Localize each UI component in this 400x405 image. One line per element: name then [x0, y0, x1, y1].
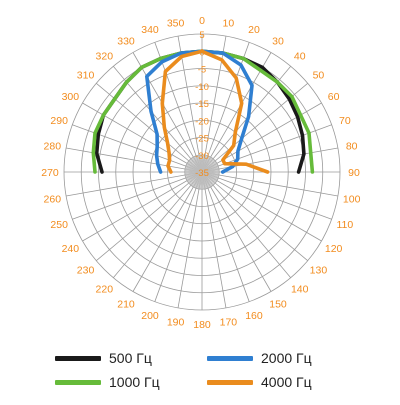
series-line	[160, 49, 270, 174]
angle-tick-label: 10	[223, 17, 235, 29]
angle-tick-label: 70	[339, 115, 351, 127]
angle-tick-label: 240	[62, 243, 80, 255]
angle-tick-label: 90	[348, 167, 360, 179]
angle-tick-label: 60	[328, 91, 340, 103]
angle-tick-label: 160	[245, 310, 263, 322]
grid-spoke	[201, 147, 338, 173]
angle-tick-label: 210	[117, 299, 135, 311]
angle-tick-label: 280	[44, 141, 62, 153]
grid-spoke	[201, 52, 272, 173]
angle-tick-label: 350	[167, 17, 185, 29]
angle-tick-label: 200	[141, 310, 159, 322]
angle-tick-label: 40	[294, 51, 306, 63]
angle-tick-label: 30	[272, 35, 284, 47]
angle-tick-label: 320	[96, 51, 114, 63]
angle-tick-label: 190	[167, 317, 185, 329]
radial-tick-label: -20	[195, 116, 209, 127]
angle-tick-label: 250	[50, 219, 68, 231]
grid-spoke	[72, 171, 203, 220]
radial-tick-label: -25	[195, 134, 209, 145]
grid-spoke	[201, 171, 308, 262]
grid-spoke	[177, 171, 203, 308]
angle-tick-label: 260	[44, 193, 62, 205]
grid-spoke	[96, 171, 203, 262]
grid-spoke	[112, 171, 203, 278]
angle-tick-label: 120	[325, 243, 343, 255]
radial-tick-label: -15	[195, 99, 209, 110]
angle-tick-label: 290	[50, 115, 68, 127]
grid-spoke	[132, 52, 203, 173]
radial-tick-label: 5	[199, 30, 204, 41]
grid-spoke	[82, 171, 203, 242]
angle-tick-label: 110	[336, 219, 353, 231]
angle-tick-label: 140	[291, 283, 309, 295]
radial-tick-label: -10	[195, 82, 209, 93]
grid-spoke	[201, 171, 227, 308]
grid-spoke	[201, 171, 322, 242]
grid-spoke	[201, 171, 250, 302]
angle-tick-label: 20	[248, 24, 260, 36]
grid-spoke	[201, 171, 272, 292]
angle-tick-label: 230	[77, 265, 95, 277]
grid-spoke	[66, 171, 203, 197]
grid-spoke	[177, 36, 203, 173]
angle-tick-label: 340	[141, 24, 159, 36]
grid-hub-line	[201, 154, 203, 173]
grid-spoke	[201, 171, 338, 197]
grid-spoke	[154, 171, 203, 302]
angle-tick-label: 270	[41, 167, 59, 179]
angle-tick-label: 80	[346, 141, 358, 153]
radial-tick-label: -30	[195, 151, 209, 162]
grid-spoke	[112, 66, 203, 173]
angle-tick-label: 100	[343, 193, 361, 205]
angle-tick-label: 180	[193, 319, 211, 331]
angle-tick-label: 170	[220, 317, 238, 329]
grid-spoke	[201, 171, 332, 220]
angle-tick-label: 50	[313, 69, 325, 81]
angle-tick-label: 130	[310, 265, 328, 277]
angle-tick-label: 0	[199, 15, 205, 27]
angle-tick-label: 300	[62, 91, 80, 103]
radial-tick-label: -35	[195, 168, 209, 179]
angle-tick-label: 310	[77, 69, 95, 81]
grid-spoke	[201, 171, 292, 278]
grid-spoke	[132, 171, 203, 292]
grid-spoke	[66, 147, 203, 173]
angle-tick-label: 330	[117, 35, 135, 47]
radial-tick-label: -5	[198, 65, 206, 76]
angle-tick-label: 220	[96, 283, 114, 295]
angle-tick-label: 150	[269, 299, 287, 311]
grid-spoke	[154, 42, 203, 173]
